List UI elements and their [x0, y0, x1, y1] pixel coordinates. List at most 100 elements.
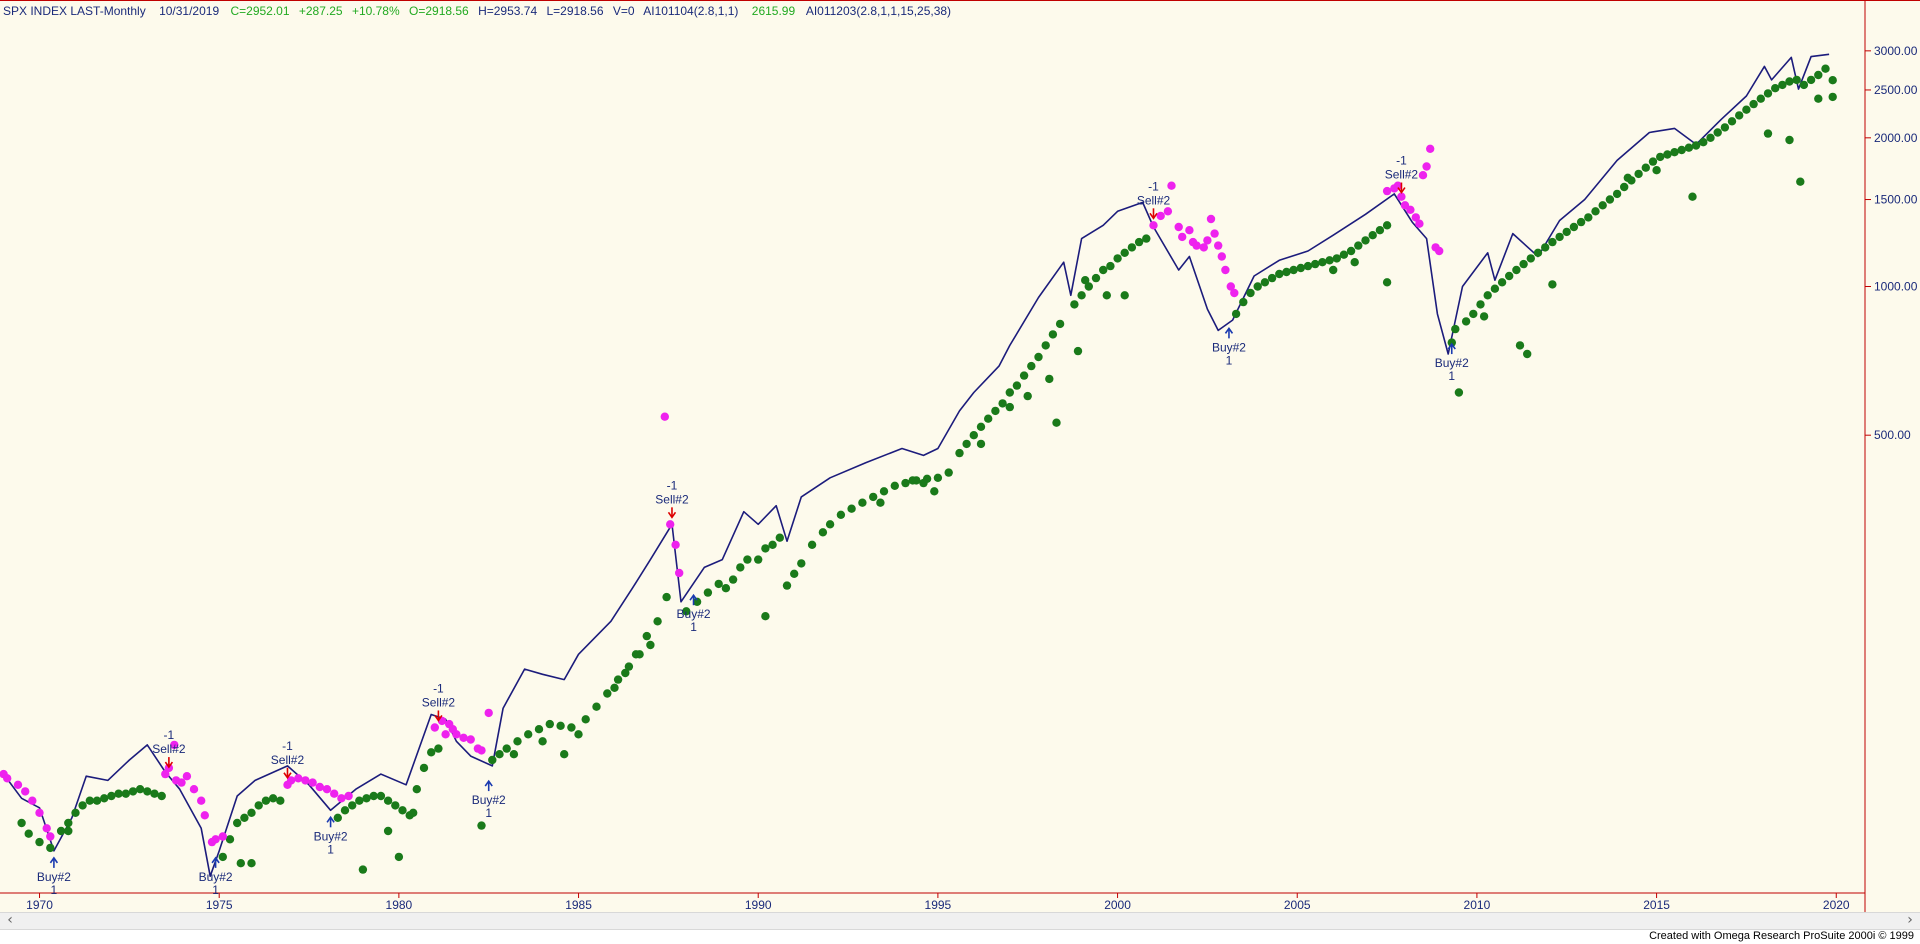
- buy-dot: [1548, 237, 1557, 247]
- buy-dot: [1526, 254, 1536, 263]
- x-tick-label: 2000: [1104, 898, 1131, 912]
- buy-dot: [1303, 261, 1313, 271]
- x-tick-label: 2010: [1464, 898, 1491, 912]
- sell-signal: Sell#2-1: [271, 739, 304, 780]
- buy-dots: [17, 64, 1837, 874]
- buy-dot: [581, 715, 590, 724]
- buy-dot: [240, 813, 249, 822]
- buy-dot: [78, 801, 87, 810]
- buy-dot: [1479, 312, 1489, 321]
- sell-dot: [301, 776, 310, 785]
- buy-dot: [1497, 278, 1507, 287]
- sell-signal-label: Sell#2: [1385, 168, 1419, 182]
- buy-signal: Buy#21: [37, 856, 71, 897]
- buy-dot: [218, 852, 227, 862]
- buy-dot: [984, 414, 993, 423]
- buy-dot: [1461, 317, 1471, 326]
- y-axis: 3000.00 2500.00 2000.00 1500.00 1000.00 500.0…: [1865, 44, 1918, 442]
- buy-dot: [1267, 273, 1277, 283]
- buy-dot: [233, 818, 242, 828]
- buy-signal-count: 1: [1448, 369, 1455, 383]
- buy-dot: [603, 689, 612, 698]
- buy-dot: [394, 852, 404, 862]
- sell-dot: [1435, 246, 1444, 256]
- buy-signal-count: 1: [212, 883, 219, 897]
- horizontal-scrollbar[interactable]: ‹ ›: [0, 912, 1920, 930]
- buy-dot: [1584, 213, 1593, 222]
- buy-dot: [1771, 84, 1780, 93]
- buy-dot: [1045, 374, 1054, 384]
- sell-dot: [459, 733, 468, 742]
- buy-dot: [1505, 271, 1514, 281]
- buy-dot: [64, 818, 73, 828]
- buy-arrow-head-icon: [484, 779, 493, 787]
- buy-dot: [556, 721, 565, 730]
- sell-dots: [0, 144, 1444, 847]
- sell-dot: [315, 782, 324, 792]
- buy-dot: [621, 668, 630, 678]
- buy-dot: [1084, 282, 1094, 291]
- buy-dot: [1469, 309, 1478, 319]
- buy-dot: [1727, 117, 1737, 126]
- buy-dot: [1454, 388, 1464, 397]
- buy-signal-count: 1: [327, 842, 334, 856]
- scroll-left-arrow-icon[interactable]: ‹: [7, 912, 13, 928]
- buy-dot: [1778, 80, 1787, 90]
- sell-dot: [1174, 222, 1183, 232]
- buy-dot: [1260, 278, 1270, 287]
- sell-signal-label: Sell#2: [422, 695, 456, 709]
- sell-arrow-head-icon: [1149, 212, 1158, 220]
- buy-dot: [434, 744, 443, 753]
- header-indicator-1-value: 2615.99: [752, 4, 796, 18]
- sell-dot: [344, 791, 353, 801]
- sell-dot: [466, 735, 475, 744]
- sell-signal-count: -1: [282, 739, 293, 753]
- buy-dot: [1796, 177, 1805, 186]
- buy-signal-label: Buy#2: [314, 829, 348, 843]
- sell-dot: [1214, 241, 1223, 250]
- sell-dot: [197, 796, 206, 805]
- buy-dot: [1120, 291, 1129, 300]
- buy-dot: [1656, 152, 1665, 162]
- buy-dot: [1785, 77, 1794, 86]
- buy-dot: [768, 540, 777, 549]
- buy-dot: [1799, 80, 1809, 90]
- buy-signal-count: 1: [51, 883, 58, 897]
- buy-dot: [1533, 248, 1543, 257]
- sell-dot: [1411, 213, 1421, 222]
- buy-dot: [513, 737, 522, 746]
- buy-dot: [1699, 138, 1708, 147]
- buy-dot: [247, 859, 256, 868]
- sell-signal: Sell#2-1: [1137, 179, 1171, 220]
- buy-dot: [908, 476, 917, 485]
- sell-dot: [1397, 192, 1406, 201]
- buy-dot: [876, 498, 885, 507]
- buy-dot: [1339, 250, 1349, 259]
- buy-dot: [348, 801, 357, 810]
- sell-arrow-head-icon: [283, 772, 292, 780]
- buy-dot: [662, 592, 671, 602]
- buy-dot: [1763, 89, 1773, 98]
- buy-dot: [35, 837, 44, 847]
- sell-signal: Sell#2-1: [152, 728, 186, 769]
- buy-dot: [1070, 300, 1079, 309]
- buy-dot: [879, 487, 889, 496]
- sell-dot: [1226, 282, 1236, 291]
- x-tick-label: 1985: [565, 898, 592, 912]
- buy-dot: [477, 821, 486, 830]
- buy-dot: [682, 607, 691, 616]
- buy-dot: [369, 791, 378, 801]
- sell-dot: [1167, 181, 1176, 190]
- buy-dot: [355, 796, 364, 805]
- buy-dot: [646, 640, 655, 650]
- buy-dot: [261, 796, 271, 805]
- buy-dot: [1763, 129, 1773, 138]
- buy-dot: [333, 813, 342, 822]
- sell-dot: [1156, 211, 1165, 221]
- sell-dot: [1203, 236, 1212, 245]
- scroll-right-arrow-icon[interactable]: ›: [1907, 912, 1913, 928]
- buy-dot: [1749, 99, 1758, 109]
- sell-dot: [35, 808, 44, 817]
